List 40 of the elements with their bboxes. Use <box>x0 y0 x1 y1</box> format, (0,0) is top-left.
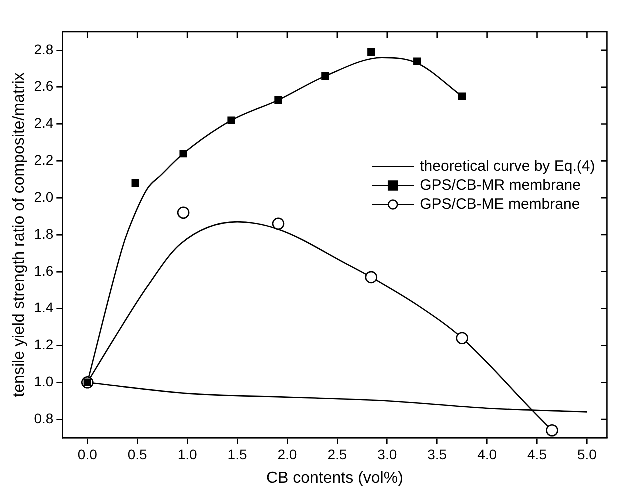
y-tick-label: 2.0 <box>34 188 54 205</box>
point <box>414 58 422 66</box>
x-tick-label: 2.0 <box>278 446 298 462</box>
legend-label: theoretical curve by Eq.(4) <box>420 158 596 175</box>
x-tick-label: 0.5 <box>128 446 148 462</box>
y-tick-label: 2.2 <box>34 152 54 168</box>
y-tick-label: 1.8 <box>34 226 54 242</box>
y-tick-label: 1.0 <box>34 373 54 390</box>
point <box>365 271 378 284</box>
y-tick-label: 1.2 <box>34 336 54 353</box>
x-tick-label: 4.5 <box>528 446 548 462</box>
x-tick-label: 3.5 <box>428 446 448 462</box>
x-tick-label: 5.0 <box>577 446 598 462</box>
x-tick-label: 0.0 <box>78 446 98 462</box>
y-tick-label: 1.4 <box>34 300 54 316</box>
point <box>272 218 285 230</box>
x-tick-label: 1.5 <box>228 446 248 462</box>
legend-label: GPS/CB-MR membrane <box>420 176 581 194</box>
point <box>177 206 190 220</box>
x-tick-label: 2.5 <box>328 446 348 462</box>
y-tick-label: 0.8 <box>34 410 54 426</box>
point <box>180 150 188 158</box>
legend-label: GPS/CB-ME membrane <box>420 196 580 213</box>
point <box>546 424 558 437</box>
y-tick-label: 2.4 <box>34 115 54 132</box>
point <box>132 179 140 188</box>
y-axis-title: tensile yield strength ratio of composite/matrix <box>11 72 28 398</box>
point <box>368 48 376 56</box>
y-tick-label: 2.6 <box>34 78 54 94</box>
x-tick-label: 1.0 <box>178 446 198 462</box>
y-tick-label: 1.6 <box>34 262 54 279</box>
y-tick-label: 2.8 <box>34 41 54 58</box>
point <box>274 96 282 104</box>
x-axis-title: CB contents (vol%) <box>266 470 404 487</box>
x-tick-label: 4.0 <box>478 446 498 462</box>
point <box>322 72 330 80</box>
point <box>228 116 236 124</box>
point <box>458 92 466 100</box>
point <box>456 332 468 344</box>
x-tick-label: 3.0 <box>378 446 398 462</box>
